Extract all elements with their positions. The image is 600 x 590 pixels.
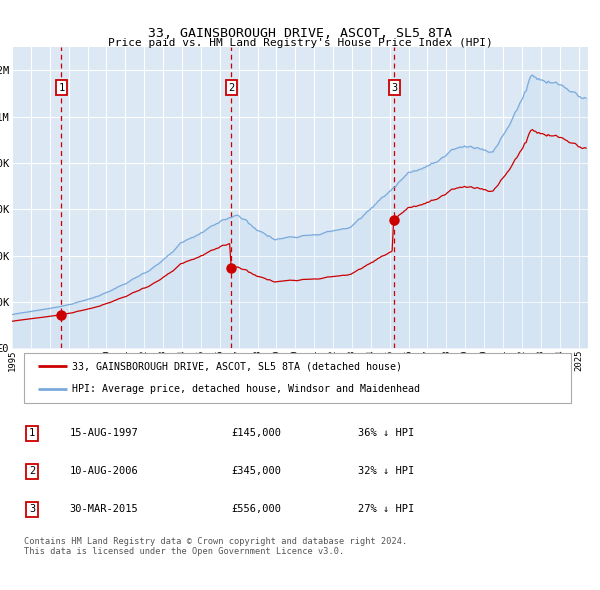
- Text: 10-AUG-2006: 10-AUG-2006: [70, 466, 139, 476]
- Text: 33, GAINSBOROUGH DRIVE, ASCOT, SL5 8TA (detached house): 33, GAINSBOROUGH DRIVE, ASCOT, SL5 8TA (…: [73, 361, 403, 371]
- FancyBboxPatch shape: [23, 353, 571, 403]
- Text: 32% ↓ HPI: 32% ↓ HPI: [358, 466, 414, 476]
- Text: Price paid vs. HM Land Registry's House Price Index (HPI): Price paid vs. HM Land Registry's House …: [107, 38, 493, 48]
- Text: 2: 2: [29, 466, 35, 476]
- Text: 1: 1: [58, 83, 65, 93]
- Text: 30-MAR-2015: 30-MAR-2015: [70, 504, 139, 514]
- Text: 15-AUG-1997: 15-AUG-1997: [70, 428, 139, 438]
- Text: 27% ↓ HPI: 27% ↓ HPI: [358, 504, 414, 514]
- Text: £556,000: £556,000: [231, 504, 281, 514]
- Text: 36% ↓ HPI: 36% ↓ HPI: [358, 428, 414, 438]
- Text: 3: 3: [29, 504, 35, 514]
- Text: 3: 3: [391, 83, 398, 93]
- Text: HPI: Average price, detached house, Windsor and Maidenhead: HPI: Average price, detached house, Wind…: [73, 384, 421, 394]
- Text: £145,000: £145,000: [231, 428, 281, 438]
- Text: 33, GAINSBOROUGH DRIVE, ASCOT, SL5 8TA: 33, GAINSBOROUGH DRIVE, ASCOT, SL5 8TA: [148, 27, 452, 40]
- Text: 2: 2: [228, 83, 235, 93]
- Text: £345,000: £345,000: [231, 466, 281, 476]
- Text: 1: 1: [29, 428, 35, 438]
- Text: Contains HM Land Registry data © Crown copyright and database right 2024.
This d: Contains HM Land Registry data © Crown c…: [23, 537, 407, 556]
